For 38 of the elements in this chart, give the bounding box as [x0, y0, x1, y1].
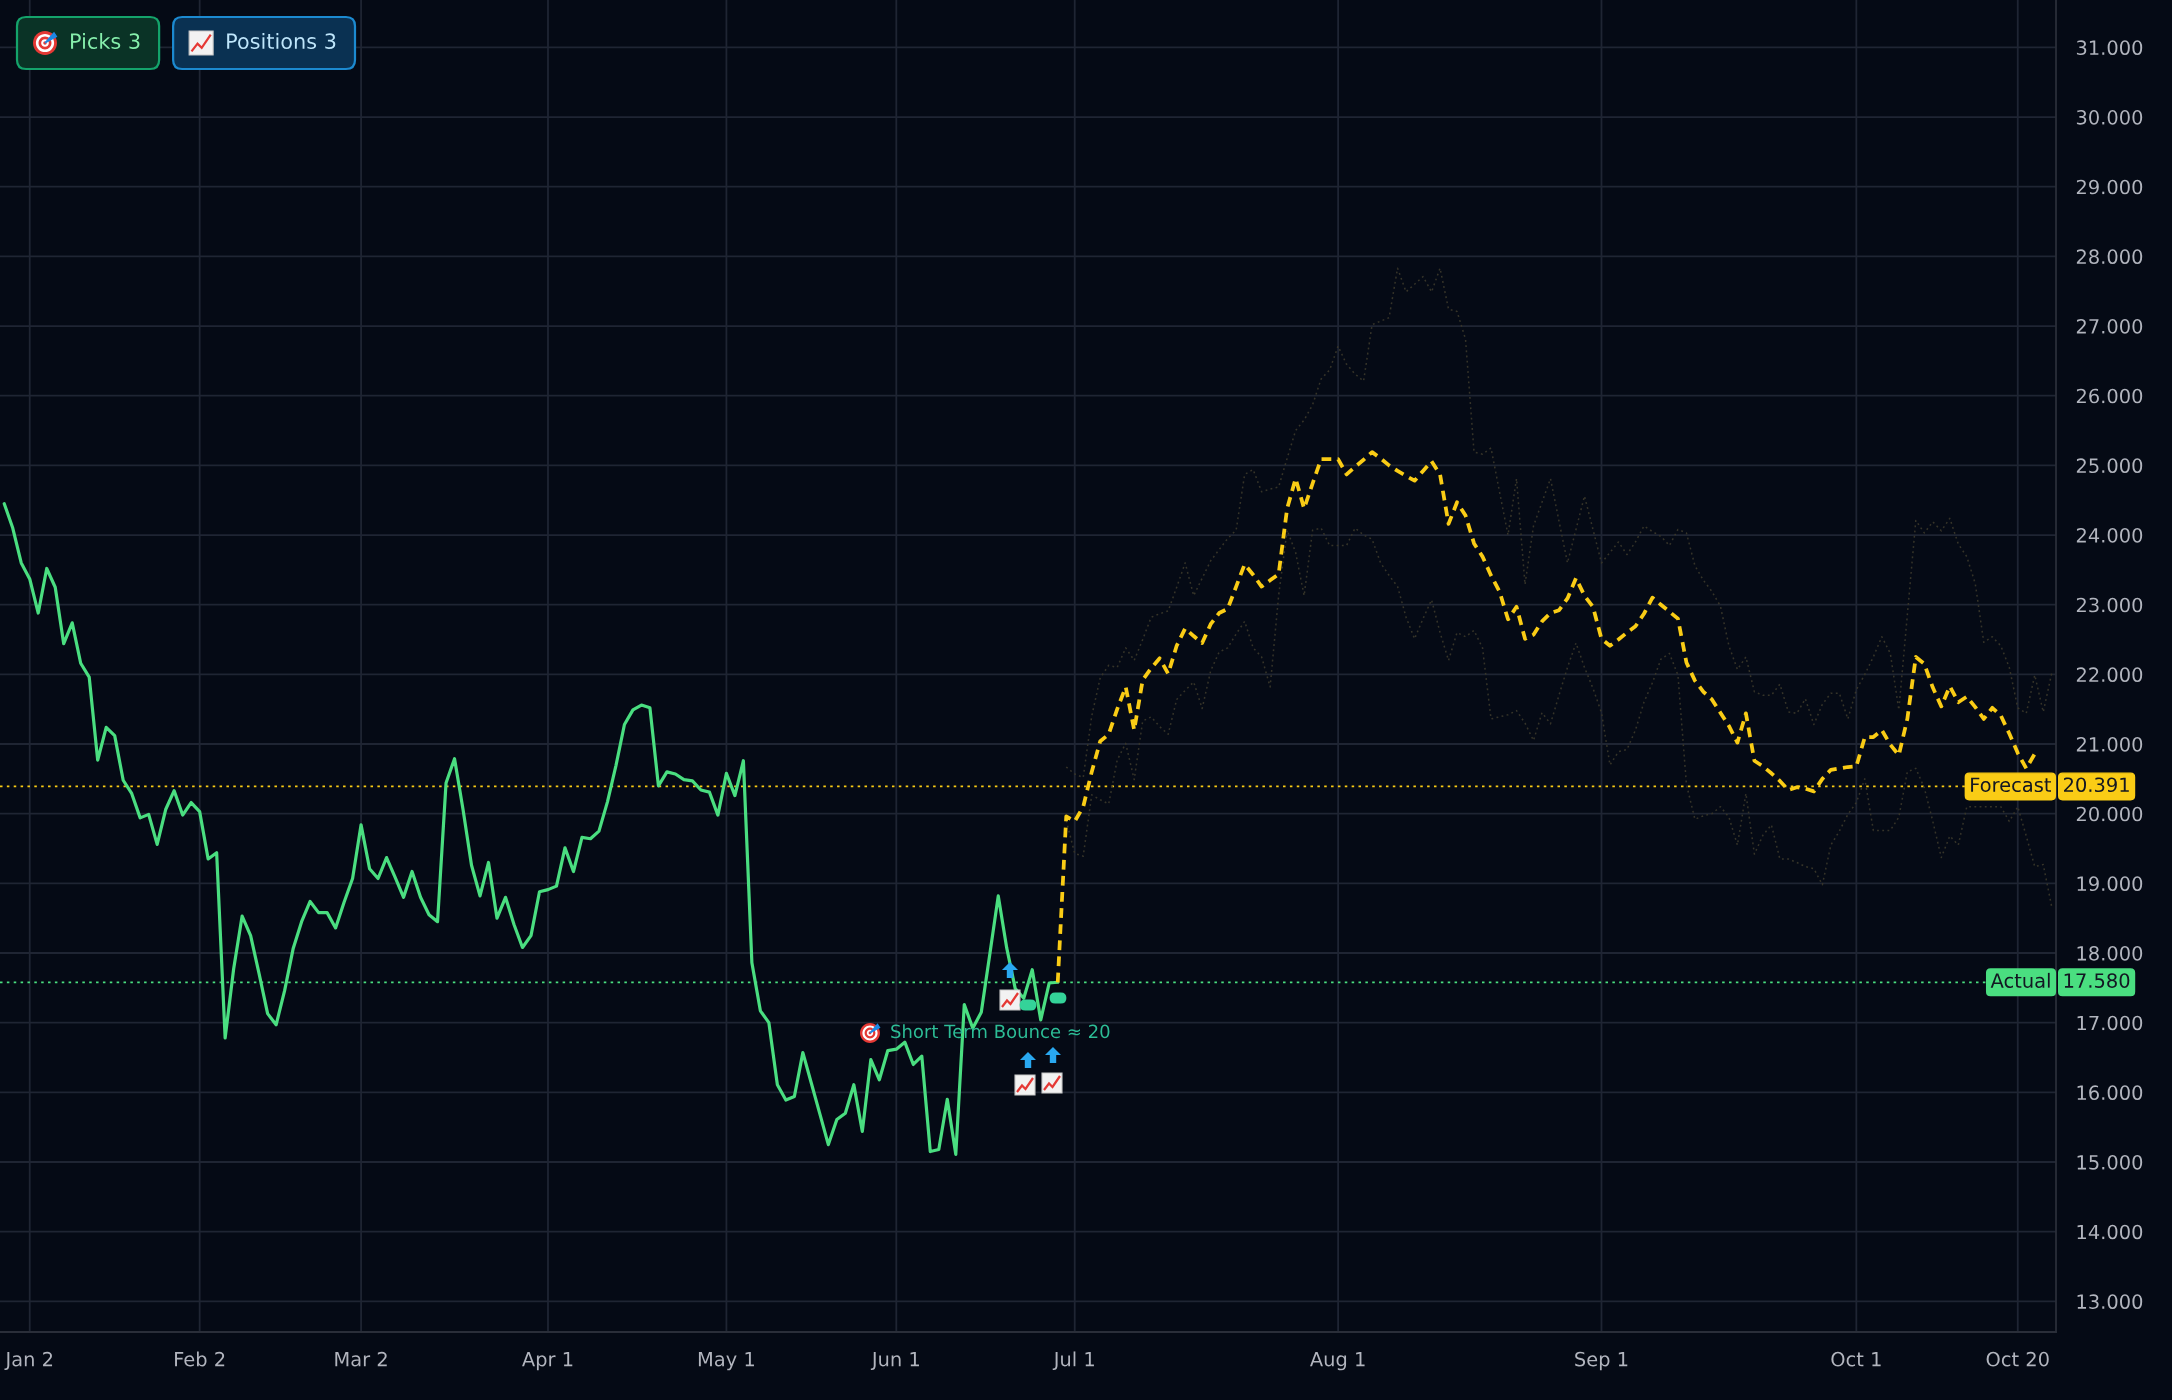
x-tick-label: Jan 2 — [4, 1351, 53, 1371]
annotation: Positions 3 — [227, 32, 336, 50]
line-series — [1065, 527, 2053, 908]
annotation: Picks 3 — [71, 32, 140, 50]
y-tick-label: 18.000 — [2077, 945, 2143, 961]
y-tick-label: 26.000 — [2076, 388, 2143, 404]
y-tick-label: 23.000 — [2076, 597, 2143, 613]
text: 20.391 — [2064, 777, 2129, 793]
y-tick-label: 13.000 — [2077, 1294, 2143, 1310]
x-tick-label: May 1 — [698, 1352, 754, 1371]
text: 17.580 — [2064, 973, 2130, 988]
x-tick-label: Aug 1 — [1309, 1352, 1365, 1371]
y-tick-label: 31.000 — [2076, 40, 2143, 56]
x-tick-label: Oct 20 — [1986, 1351, 2049, 1367]
ref-line-label: Actual — [1990, 972, 2050, 988]
x-tick-label: Apr 1 — [522, 1352, 573, 1371]
x-tick-label: Jun 1 — [870, 1352, 919, 1371]
y-tick-label: 15.000 — [2077, 1154, 2143, 1170]
y-tick-label: 16.000 — [2077, 1085, 2143, 1101]
y-tick-label: 29.000 — [2076, 179, 2143, 195]
y-tick-label: 20.000 — [2076, 806, 2143, 822]
x-tick-label: Jul 1 — [1052, 1351, 1094, 1371]
y-tick-label: 17.000 — [2077, 1015, 2143, 1031]
y-tick-label: 24.000 — [2076, 527, 2143, 543]
x-tick-label: Feb 2 — [175, 1351, 225, 1367]
y-tick-label: 19.000 — [2077, 876, 2143, 892]
y-tick-label: 14.000 — [2077, 1224, 2143, 1240]
y-tick-label: 28.000 — [2076, 249, 2143, 265]
y-tick-label: 21.000 — [2076, 736, 2143, 752]
x-tick-label: Sep 1 — [1575, 1351, 1628, 1371]
y-tick-label: 25.000 — [2076, 458, 2143, 474]
y-tick-label: 27.000 — [2076, 318, 2143, 334]
y-tick-label: 22.000 — [2076, 667, 2143, 683]
ref-line-label: Forecast — [1971, 777, 2052, 793]
x-tick-label: Oct 1 — [1831, 1351, 1881, 1367]
x-tick-label: Mar 2 — [335, 1351, 387, 1367]
line-series — [1065, 267, 2053, 779]
y-tick-label: 30.000 — [2076, 109, 2143, 125]
